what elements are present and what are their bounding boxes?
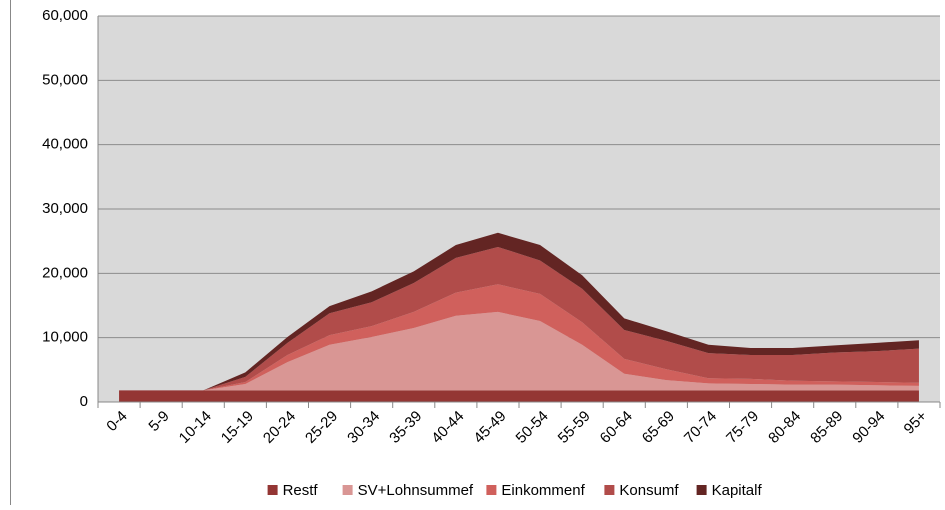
x-tick-label: 80-84 xyxy=(765,408,804,447)
area xyxy=(119,284,919,391)
x-tick-label: 75-79 xyxy=(723,408,762,447)
y-tick-label: 50,000 xyxy=(42,71,88,88)
legend-swatch xyxy=(604,485,615,495)
legend-label: Einkommenf xyxy=(501,482,585,499)
area xyxy=(119,232,919,391)
x-tick-label: 70-74 xyxy=(681,408,720,447)
y-tick-label: 20,000 xyxy=(42,264,88,281)
x-tick-label: 95+ xyxy=(901,407,931,437)
legend-label: SV+Lohnsummef xyxy=(358,482,474,499)
x-tick-label: 15-19 xyxy=(218,408,257,447)
y-tick-label: 60,000 xyxy=(42,7,88,24)
x-tick-label: 10-14 xyxy=(176,408,215,447)
x-tick-label: 85-89 xyxy=(807,408,846,447)
y-tick-label: 40,000 xyxy=(42,136,88,153)
legend-swatch xyxy=(342,485,353,495)
y-tick-label: 10,000 xyxy=(42,329,88,346)
x-tick-label: 90-94 xyxy=(849,408,888,447)
x-tick-label: 45-49 xyxy=(470,408,509,447)
x-tick-label: 0-4 xyxy=(103,408,130,435)
x-tick-label: 5-9 xyxy=(145,408,172,435)
legend-swatch xyxy=(267,485,278,495)
legend-label: Restf xyxy=(283,482,319,499)
x-tick-label: 40-44 xyxy=(428,408,467,447)
x-tick-label: 50-54 xyxy=(513,408,552,447)
area xyxy=(119,311,919,391)
x-tick-label: 65-69 xyxy=(639,408,678,447)
legend-swatch xyxy=(486,485,497,495)
legend-label: Konsumf xyxy=(619,482,679,499)
x-tick-label: 55-59 xyxy=(555,408,594,447)
y-tick-label: 30,000 xyxy=(42,200,88,217)
x-tick-label: 25-29 xyxy=(302,408,341,447)
x-tick-label: 35-39 xyxy=(386,408,425,447)
x-tick-label: 30-34 xyxy=(344,408,383,447)
area xyxy=(119,246,919,391)
legend-label: Kapitalf xyxy=(712,482,763,499)
x-tick-label: 20-24 xyxy=(260,408,299,447)
area xyxy=(119,390,919,402)
legend-swatch xyxy=(696,485,707,495)
y-tick-label: 0 xyxy=(80,393,88,410)
x-tick-label: 60-64 xyxy=(597,408,636,447)
